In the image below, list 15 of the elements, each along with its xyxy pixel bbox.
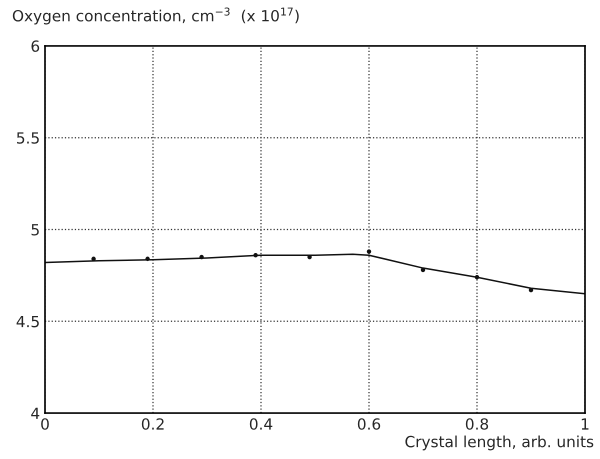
point	[366, 249, 372, 254]
y-tick-label: 5.5	[17, 132, 39, 144]
x-tick-label: 0.8	[466, 418, 488, 430]
y-tick-label: 4.5	[16, 316, 39, 328]
y-tick-label: 6	[31, 40, 40, 52]
x-tick-label: 0.4	[250, 418, 272, 430]
x-tick-label: 0.2	[142, 418, 164, 430]
x-tick-label: 0	[41, 418, 49, 430]
line-series	[45, 254, 585, 295]
y-tick-label: 5	[32, 224, 39, 236]
x-tick-label: 0.6	[358, 418, 380, 430]
x-axis-title: Crystal length, arb. units	[405, 436, 594, 450]
y-tick-label: 4	[31, 408, 40, 419]
y-axis-title: Oxygen concentration, cm$^{−3}$ (x 10$^{17}$)	[12, 8, 299, 24]
x-tick-label: 1	[582, 418, 588, 430]
